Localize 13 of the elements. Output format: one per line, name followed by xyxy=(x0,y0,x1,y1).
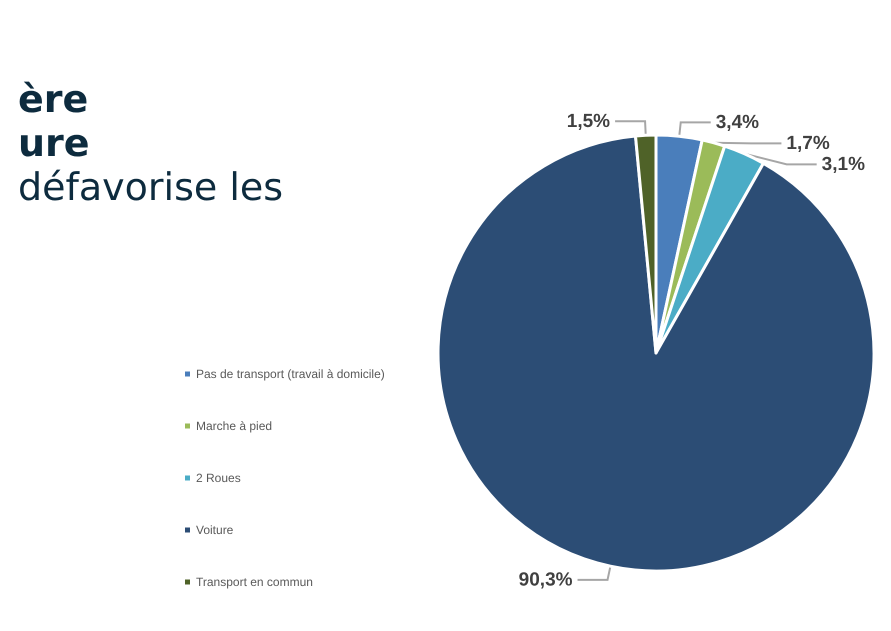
legend-label: Transport en commun xyxy=(196,575,313,589)
legend-label: 2 Roues xyxy=(196,471,241,485)
data-label: 1,5% xyxy=(566,110,610,132)
data-label: 3,1% xyxy=(822,154,866,175)
text: ure xyxy=(18,121,90,165)
data-label: 1,7% xyxy=(786,132,830,154)
text: ère xyxy=(18,77,88,121)
data-label: 90,3% xyxy=(518,569,573,590)
legend-label: Marche à pied xyxy=(196,419,272,433)
legend-label: Pas de transport (travail à domicile) xyxy=(196,367,385,381)
text: défavorise les xyxy=(18,165,284,209)
legend-label: Voiture xyxy=(196,523,234,537)
data-label: 3,4% xyxy=(716,112,760,133)
